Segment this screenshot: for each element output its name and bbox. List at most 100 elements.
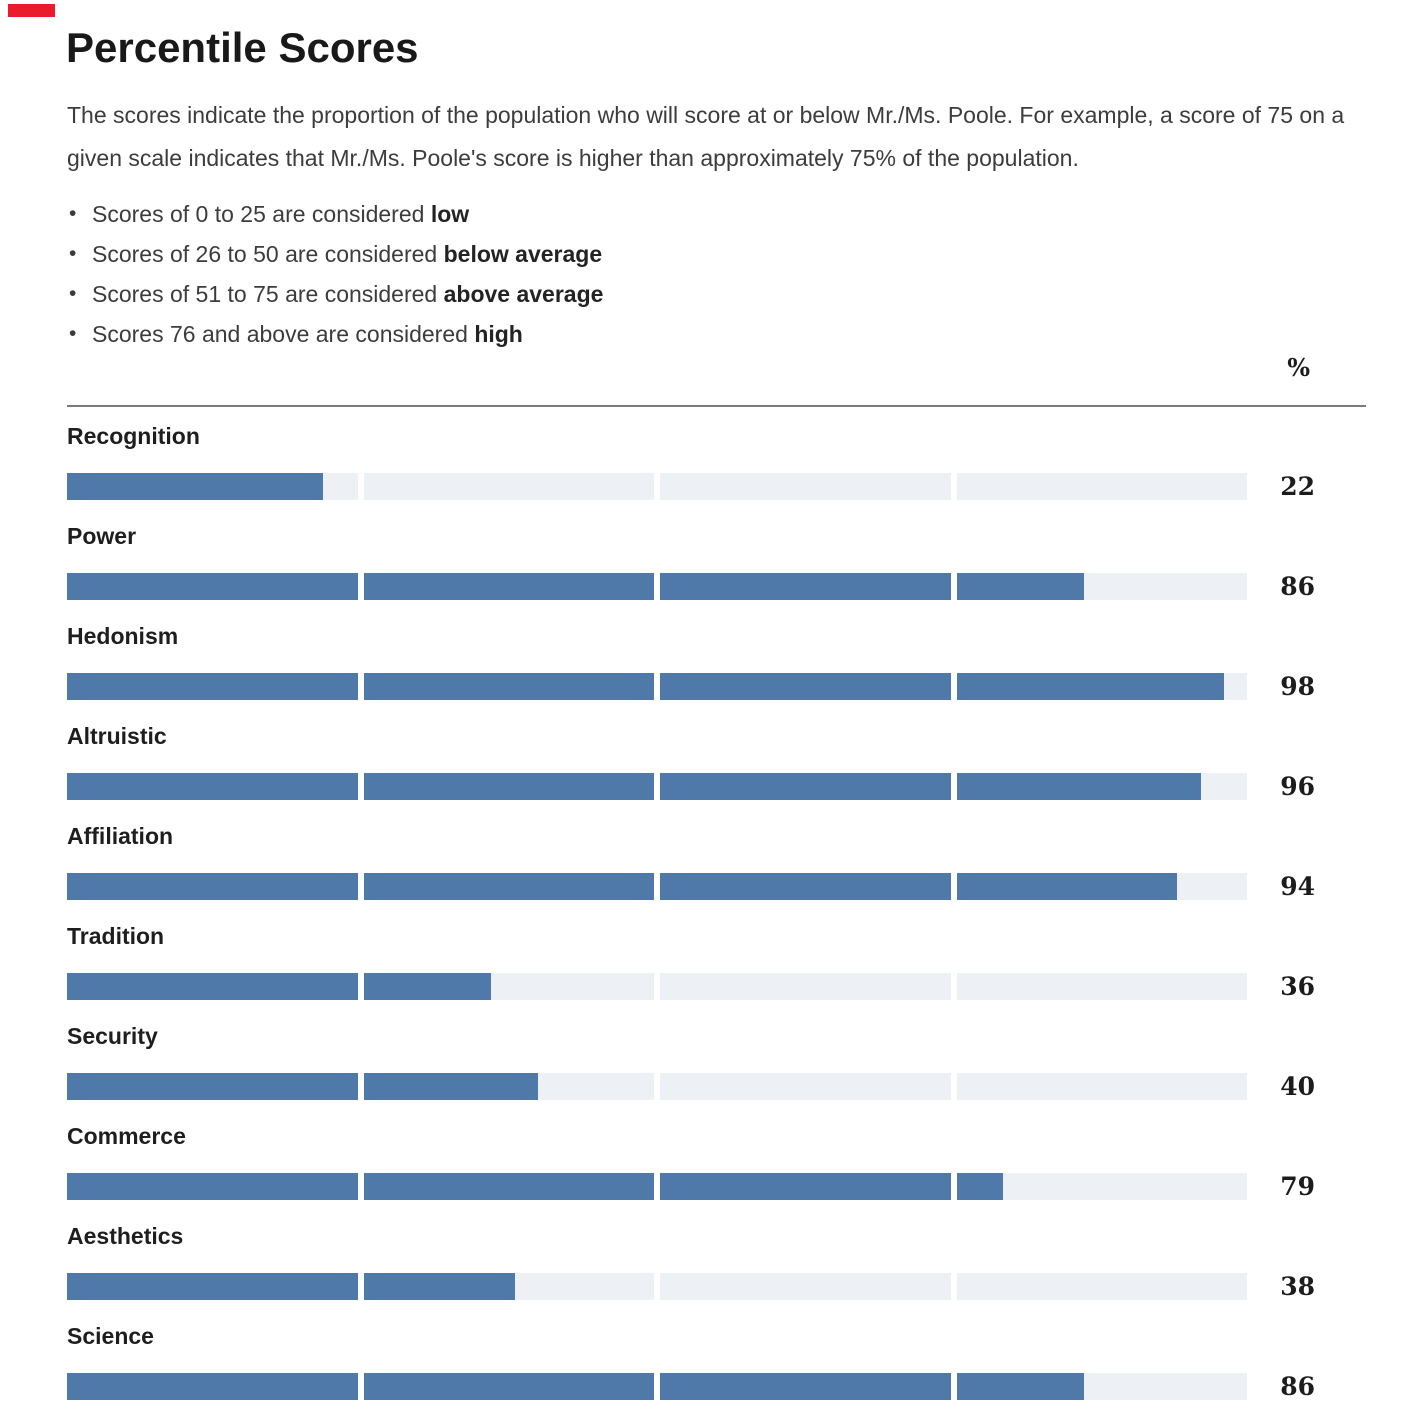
bar-segment: [660, 1273, 951, 1300]
bar-segment: [363, 573, 654, 600]
page-title: Percentile Scores: [66, 24, 419, 71]
bar-segment: [660, 1073, 951, 1100]
bar-fill: [363, 773, 654, 800]
bar-segment: [67, 573, 358, 600]
bar-fill: [67, 1273, 358, 1300]
bar-fill: [660, 1173, 951, 1200]
bar-segment: [660, 873, 951, 900]
bullet-bold-text: above average: [443, 281, 604, 307]
list-item: • Scores of 0 to 25 are considered low: [69, 194, 603, 234]
bar-segment: [363, 1373, 654, 1400]
bullet-bold-text: below average: [443, 241, 603, 267]
bar-fill: [67, 1373, 358, 1400]
bar-fill: [67, 1173, 358, 1200]
bar-fill: [363, 573, 654, 600]
category-label: Recognition: [67, 423, 200, 449]
bullet-icon: •: [69, 242, 77, 265]
bar-track: [67, 873, 1247, 900]
bar-fill: [363, 973, 492, 1000]
bar-segment: [660, 573, 951, 600]
divider-line: [67, 405, 1366, 407]
bullet-icon: •: [69, 282, 77, 305]
category-label: Affiliation: [67, 823, 174, 849]
bullet-text: Scores of 26 to 50 are considered: [92, 241, 444, 267]
category-label: Hedonism: [67, 623, 179, 649]
bar-segment: [363, 973, 654, 1000]
category-label: Power: [67, 523, 137, 549]
bar-fill: [660, 773, 951, 800]
value-label: 86: [1280, 572, 1315, 601]
bar-segment: [363, 673, 654, 700]
bar-segment: [67, 473, 358, 500]
bar-segment: [363, 873, 654, 900]
percentile-bar-chart: Recognition 22 Power 86 Hedonism 98 Altruistic…: [0, 407, 1414, 1407]
list-item: • Scores of 51 to 75 are considered above…: [69, 274, 603, 314]
bar-segment: [660, 1173, 951, 1200]
category-label: Altruistic: [67, 723, 167, 749]
bullet-icon: •: [69, 202, 77, 225]
bar-fill: [67, 573, 358, 600]
chart-row: Tradition 36: [0, 907, 1414, 1007]
chart-row: Aesthetics 38: [0, 1207, 1414, 1307]
bar-fill: [363, 873, 654, 900]
bullet-bold-text: low: [430, 201, 470, 227]
chart-row: Recognition 22: [0, 407, 1414, 507]
bar-segment: [956, 1173, 1247, 1200]
bar-track: [67, 773, 1247, 800]
value-label: 98: [1280, 672, 1315, 701]
bar-fill: [956, 673, 1224, 700]
bar-segment: [660, 473, 951, 500]
chart-row: Hedonism 98: [0, 607, 1414, 707]
bar-fill: [956, 873, 1178, 900]
bar-fill: [67, 473, 323, 500]
bar-fill: [956, 773, 1201, 800]
bar-segment: [67, 973, 358, 1000]
bar-track: [67, 973, 1247, 1000]
bar-segment: [660, 773, 951, 800]
bar-track: [67, 1373, 1247, 1400]
red-corner-mark: [8, 4, 55, 17]
category-label: Tradition: [67, 923, 165, 949]
chart-row: Security 40: [0, 1007, 1414, 1107]
bar-fill: [660, 673, 951, 700]
bar-segment: [956, 973, 1247, 1000]
value-label: 40: [1280, 1072, 1315, 1101]
chart-row: Science 86: [0, 1307, 1414, 1407]
bar-fill: [660, 873, 951, 900]
bar-fill: [956, 1373, 1085, 1400]
bar-segment: [956, 773, 1247, 800]
bar-segment: [363, 773, 654, 800]
bar-segment: [67, 673, 358, 700]
bar-segment: [363, 1173, 654, 1200]
bar-segment: [363, 1273, 654, 1300]
bar-fill: [67, 973, 358, 1000]
bar-track: [67, 673, 1247, 700]
bar-fill: [956, 1173, 1003, 1200]
value-label: 96: [1280, 772, 1315, 801]
category-label: Commerce: [67, 1123, 186, 1149]
bar-fill: [67, 673, 358, 700]
bar-segment: [956, 673, 1247, 700]
list-item: • Scores of 26 to 50 are considered below…: [69, 234, 603, 274]
bullet-text: Scores of 51 to 75 are considered: [92, 281, 444, 307]
bar-segment: [67, 1173, 358, 1200]
bar-fill: [660, 573, 951, 600]
bar-track: [67, 1273, 1247, 1300]
bar-fill: [363, 1073, 538, 1100]
category-label: Science: [67, 1323, 154, 1349]
bar-segment: [660, 1373, 951, 1400]
bar-segment: [67, 1273, 358, 1300]
bar-segment: [956, 1373, 1247, 1400]
bar-track: [67, 473, 1247, 500]
bar-segment: [67, 1373, 358, 1400]
value-label: 94: [1280, 872, 1315, 901]
bar-segment: [956, 1073, 1247, 1100]
bar-segment: [956, 573, 1247, 600]
bar-fill: [67, 1073, 358, 1100]
chart-row: Altruistic 96: [0, 707, 1414, 807]
bar-fill: [67, 773, 358, 800]
chart-row: Commerce 79: [0, 1107, 1414, 1207]
chart-row: Power 86: [0, 507, 1414, 607]
value-label: 22: [1280, 472, 1315, 501]
